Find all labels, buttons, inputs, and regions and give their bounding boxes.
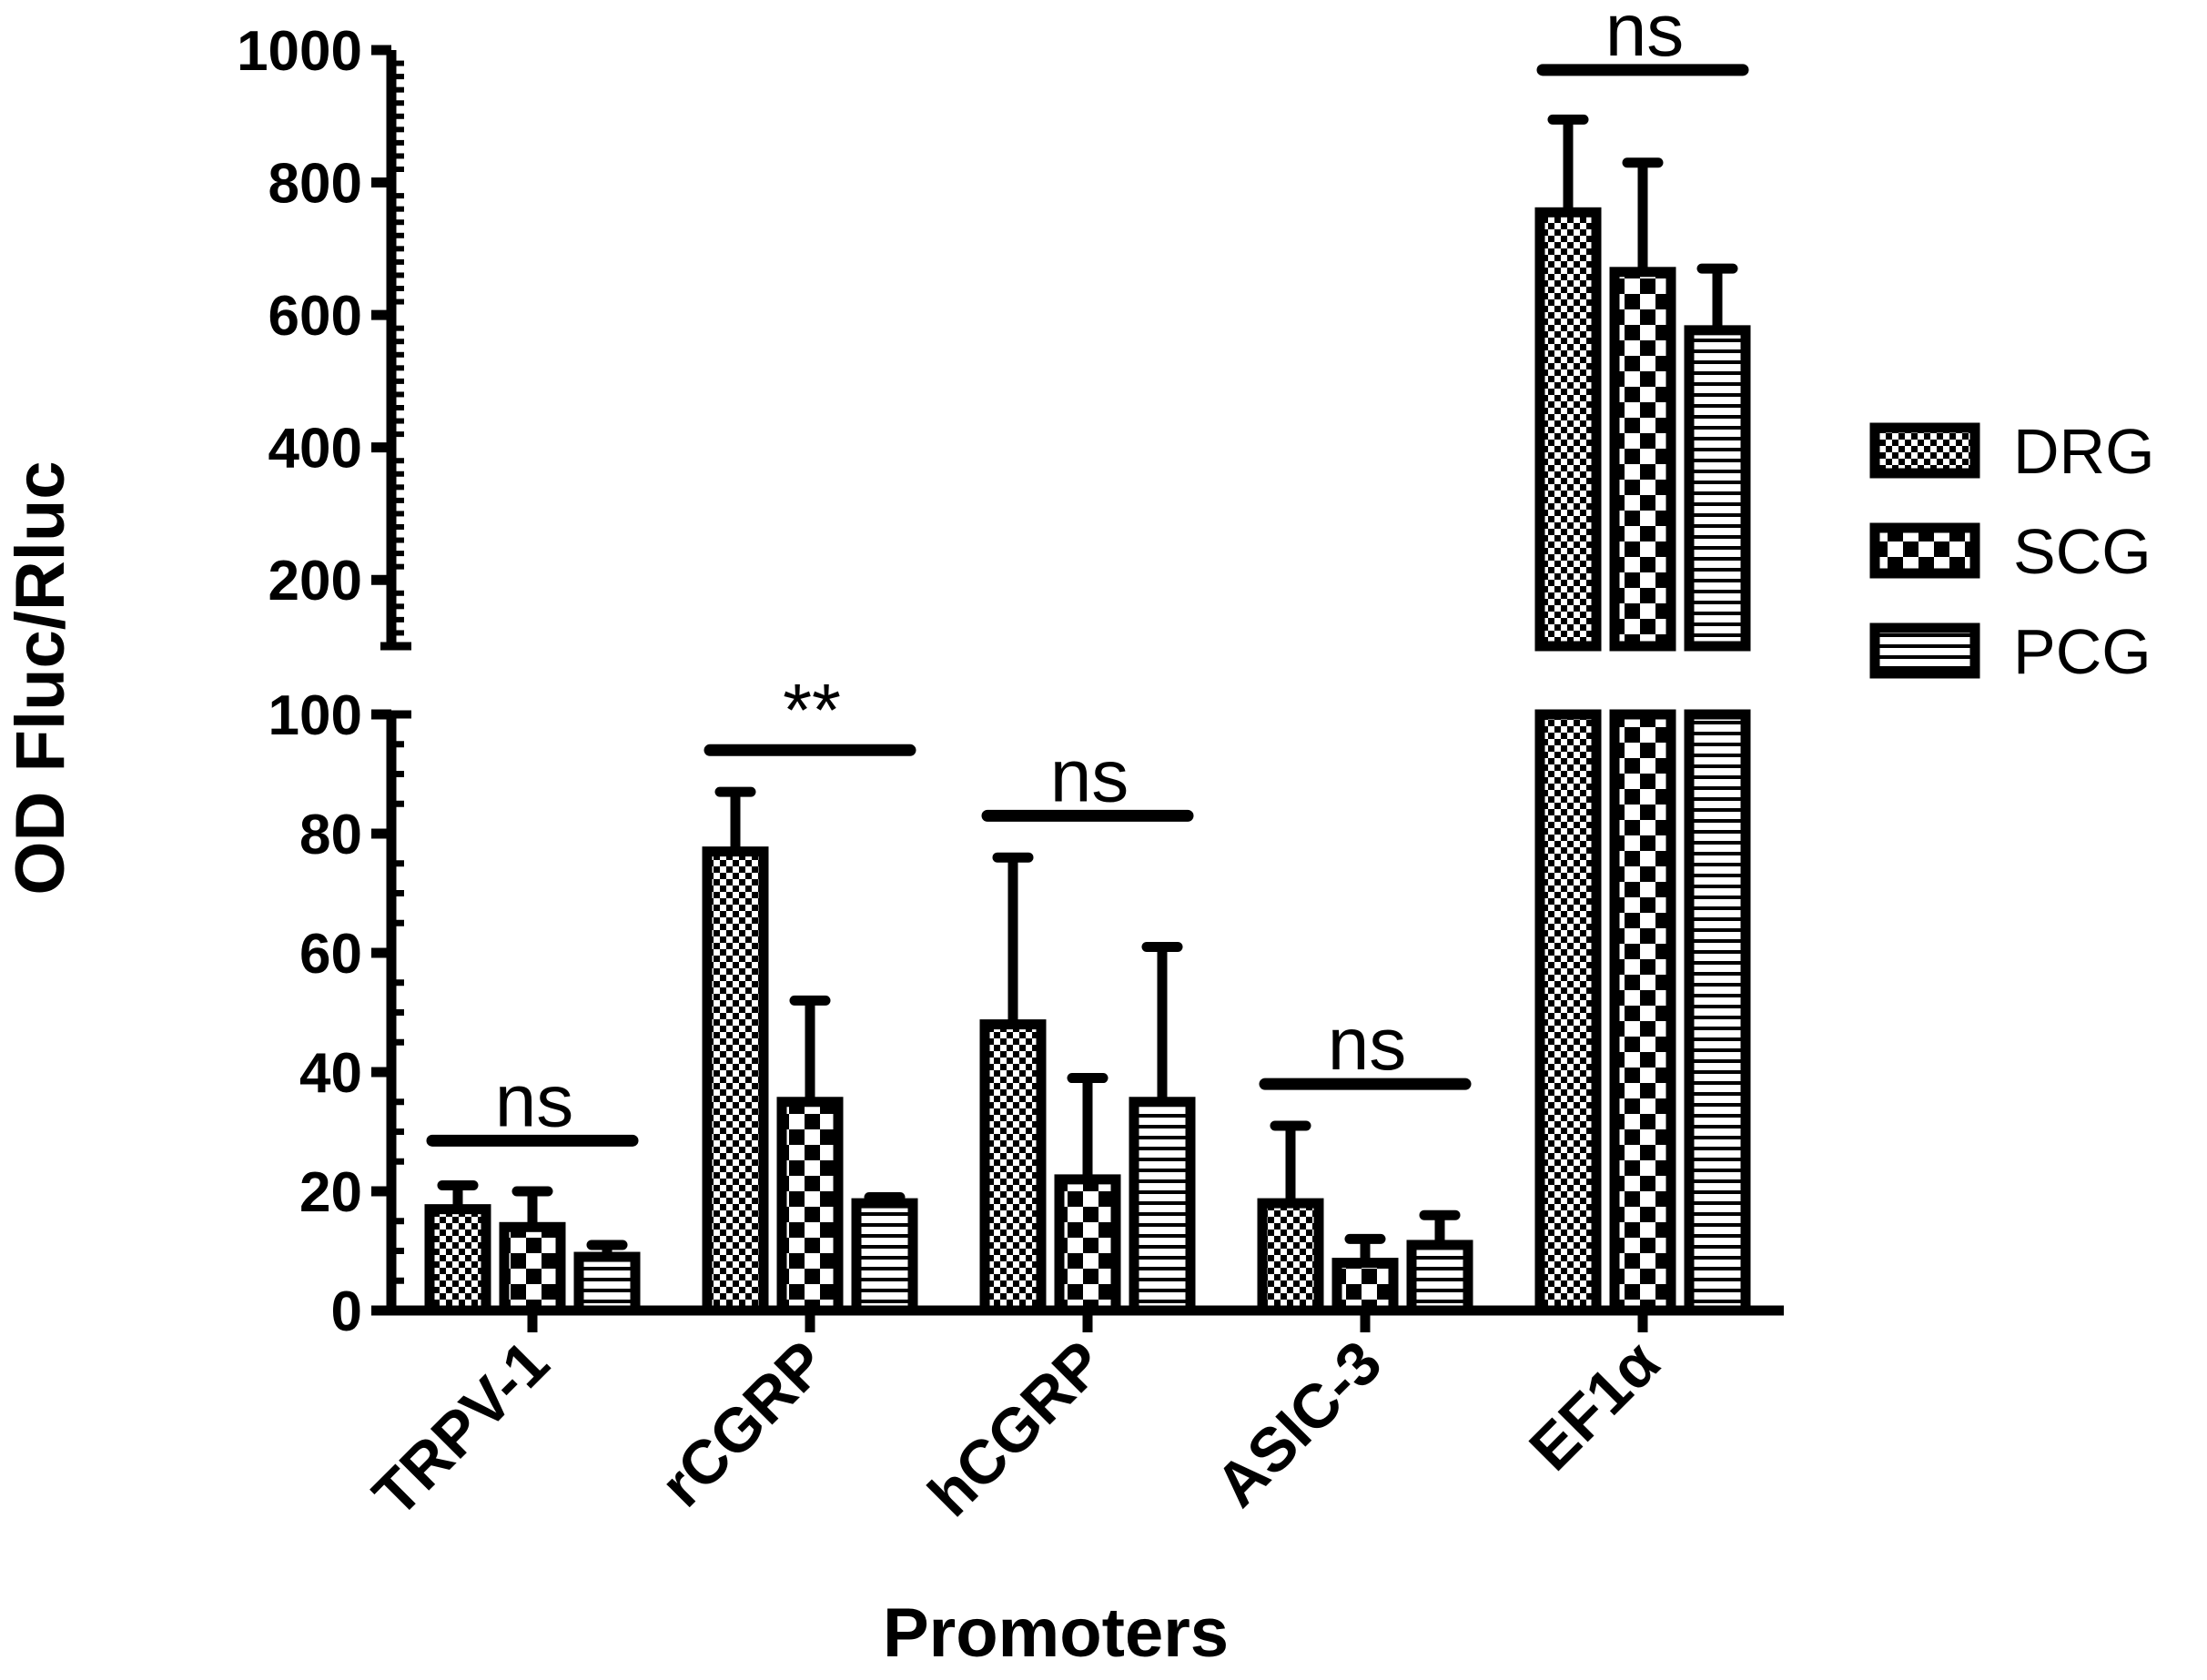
y-tick-label: 400	[268, 418, 362, 481]
significance-label: ns	[1050, 734, 1129, 817]
y-tick-label: 100	[268, 684, 362, 747]
legend-item-drg: DRG	[1869, 416, 2155, 487]
bar-drg-3	[1257, 1198, 1324, 1316]
bar-scg-2	[1054, 1174, 1121, 1316]
x-tick-label: hCGRP	[916, 1328, 1118, 1530]
y-tick-label: 80	[299, 804, 362, 866]
bar-pcg-3	[1406, 1240, 1473, 1316]
bar-pcg-2	[1129, 1097, 1196, 1316]
bar-pcg-4-upper	[1684, 325, 1751, 652]
x-tick-label: TRPV-1	[360, 1328, 562, 1530]
legend-label: DRG	[2013, 416, 2155, 487]
y-tick-label: 1000	[237, 20, 362, 83]
y-tick-label: 0	[331, 1280, 362, 1343]
bar-scg-1	[776, 1097, 844, 1316]
legend-item-pcg: PCG	[1869, 616, 2151, 687]
y-tick-label: 40	[299, 1042, 362, 1105]
legend-swatch	[1869, 522, 1980, 579]
y-tick-label: 20	[299, 1161, 362, 1224]
x-axis: TRPV-1 rCGRP hCGRP ASIC-3 EF1α	[360, 1305, 1784, 1530]
bar-scg-4-lower	[1609, 709, 1676, 1316]
legend-label: PCG	[2013, 616, 2151, 687]
bar-drg-0	[424, 1204, 491, 1316]
bar-scg-0	[499, 1221, 566, 1316]
x-tick-label: ASIC-3	[1202, 1328, 1394, 1520]
bar-drg-2	[979, 1019, 1047, 1316]
bar-drg-1	[702, 846, 769, 1316]
legend-swatch	[1869, 622, 1980, 679]
bar-pcg-4-lower	[1684, 709, 1751, 1316]
bar-scg-4-upper	[1609, 267, 1676, 652]
y-tick-label: 200	[268, 550, 362, 612]
significance-label: ns	[495, 1059, 574, 1142]
legend-swatch	[1869, 422, 1980, 479]
bar-scg-3	[1331, 1258, 1399, 1316]
bar-pcg-1	[851, 1198, 918, 1316]
significance-label: ns	[1328, 1003, 1407, 1086]
legend-item-scg: SCG	[1869, 516, 2151, 587]
legend-label: SCG	[2013, 516, 2151, 587]
y-axis-title: OD Fluc/Rluc	[2, 460, 79, 895]
bar-drg-4-lower	[1534, 709, 1602, 1316]
significance-label: ns	[1605, 0, 1685, 72]
y-tick-label: 600	[268, 285, 362, 348]
x-tick-label: EF1α	[1516, 1328, 1673, 1484]
bar-drg-4-upper	[1534, 207, 1602, 652]
bar-pcg-0	[573, 1251, 641, 1316]
x-tick-label: rCGRP	[647, 1328, 839, 1520]
y-tick-label: 60	[299, 923, 362, 986]
x-axis-title: Promoters	[883, 1594, 1229, 1672]
y-tick-label: 800	[268, 153, 362, 216]
plot-area: ns ** ns ns ns	[424, 0, 1751, 1316]
significance-label: **	[783, 669, 841, 752]
y-axis: 0 20 40 60 80 100 200 400 600 800 1000	[237, 20, 411, 1343]
legend: DRG SCG PCG	[1869, 416, 2155, 687]
